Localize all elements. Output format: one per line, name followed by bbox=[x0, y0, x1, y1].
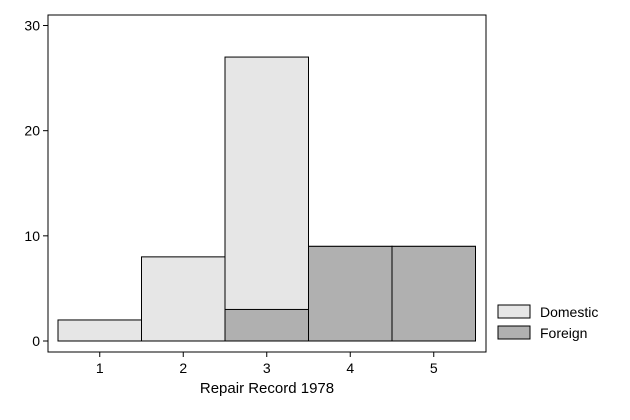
x-tick-label-5: 5 bbox=[430, 360, 438, 376]
legend-label-foreign: Foreign bbox=[540, 325, 587, 341]
x-axis: 1 2 3 4 5 bbox=[96, 352, 438, 376]
y-tick-label-30: 30 bbox=[24, 18, 40, 34]
legend: Domestic Foreign bbox=[497, 304, 598, 341]
x-tick-label-4: 4 bbox=[346, 360, 354, 376]
legend-label-domestic: Domestic bbox=[540, 304, 598, 320]
bars-layer bbox=[57, 56, 476, 342]
y-axis: 0 10 20 30 bbox=[24, 18, 48, 349]
bar-foreign-4 bbox=[308, 245, 393, 342]
bar-domestic-3 bbox=[224, 56, 309, 342]
y-tick-label-20: 20 bbox=[24, 123, 40, 139]
x-tick-label-2: 2 bbox=[179, 360, 187, 376]
y-tick-label-0: 0 bbox=[32, 333, 40, 349]
bar-foreign-5 bbox=[391, 245, 476, 342]
bar-foreign-3 bbox=[224, 308, 309, 342]
legend-swatch-domestic bbox=[497, 304, 531, 319]
bar-domestic-2 bbox=[141, 256, 226, 342]
legend-swatch-foreign bbox=[497, 325, 531, 340]
x-axis-title: Repair Record 1978 bbox=[200, 380, 334, 397]
x-tick-label-1: 1 bbox=[96, 360, 104, 376]
bar-domestic-1 bbox=[57, 319, 142, 342]
y-tick-label-10: 10 bbox=[24, 228, 40, 244]
x-tick-label-3: 3 bbox=[263, 360, 271, 376]
